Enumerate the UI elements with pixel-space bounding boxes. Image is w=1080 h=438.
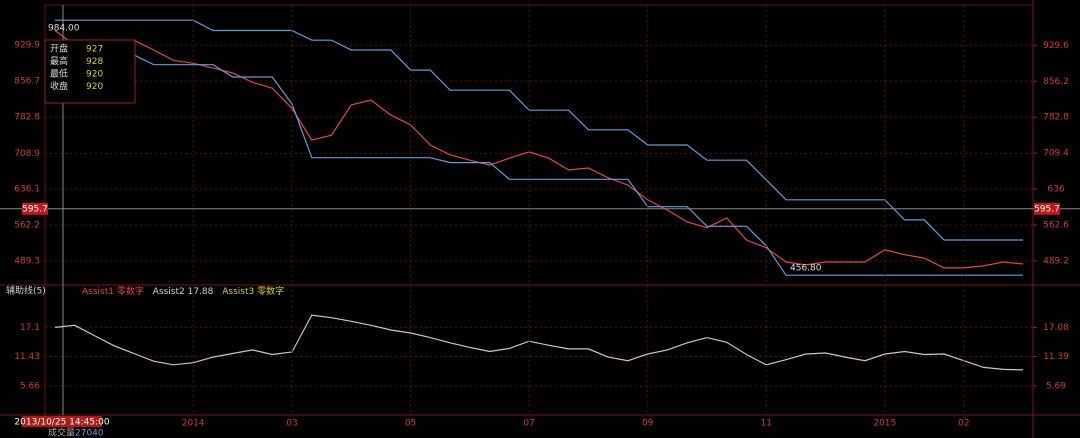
last-price-box <box>1034 202 1060 215</box>
legend-value: 零数字 <box>117 285 144 297</box>
x-tick-label: 2015 <box>873 419 896 429</box>
legend-name: Assist1 <box>82 287 114 297</box>
y2-tick-label: 782.8 <box>1043 113 1069 123</box>
y-tick-label: 562.2 <box>14 221 40 231</box>
y2-tick-label: 709.4 <box>1043 149 1069 159</box>
x-tick-label: 2014 <box>182 419 205 429</box>
info-label: 最高 <box>50 55 68 67</box>
info-label: 收盘 <box>50 80 68 92</box>
info-label: 开盘 <box>50 43 68 55</box>
y-tick-label: 17.1 <box>20 323 40 333</box>
high-label: 984.00 <box>48 24 80 34</box>
y-tick-label: 708.9 <box>14 149 40 159</box>
y-tick-label: 11.43 <box>14 352 40 362</box>
last-price-label: 595.7 <box>1034 204 1060 214</box>
y2-tick-label: 5.69 <box>1046 381 1066 391</box>
y2-tick-label: 11.39 <box>1043 352 1069 362</box>
volume-label: 成交量 <box>48 427 75 438</box>
y2-tick-label: 929.6 <box>1043 41 1069 51</box>
series-line <box>54 54 1024 276</box>
last-price-label: 595.7 <box>22 204 48 214</box>
legend-value: 零数字 <box>257 285 284 297</box>
legend-name: Assist3 <box>222 287 254 297</box>
y2-tick-label: 489.2 <box>1043 256 1069 266</box>
y2-tick-label: 562.6 <box>1043 220 1069 230</box>
info-value: 920 <box>86 70 103 80</box>
volume-value: 27040 <box>75 429 104 438</box>
x-tick-label: 05 <box>405 419 416 429</box>
y2-tick-label: 636 <box>1047 185 1064 195</box>
info-label: 最低 <box>50 68 68 80</box>
cursor-date: 2013/10/25 14:45:00 <box>14 418 109 428</box>
legend-value: 17.88 <box>188 287 214 297</box>
y-tick-label: 856.7 <box>14 77 40 87</box>
y-tick-label: 489.3 <box>14 256 40 266</box>
indicator-title: 辅助线(5) <box>6 285 46 297</box>
y-tick-label: 5.66 <box>20 382 40 392</box>
last-price-box <box>22 202 48 215</box>
y-tick-label: 782.8 <box>14 113 40 123</box>
legend: Assist1 零数字 Assist2 17.88 Assist3 零数字 <box>82 285 284 297</box>
cursor-date-box <box>22 416 102 427</box>
info-value: 920 <box>86 82 103 92</box>
y-tick-label: 929.9 <box>14 41 40 51</box>
info-value: 927 <box>86 45 103 55</box>
y2-tick-label: 856.2 <box>1043 77 1069 87</box>
x-tick-label: 09 <box>642 419 654 429</box>
legend-name: Assist2 <box>153 287 185 297</box>
x-tick-label: 07 <box>523 419 534 429</box>
info-box <box>44 39 136 104</box>
x-tick-label: 11 <box>761 419 772 429</box>
series-line <box>54 19 1024 241</box>
y2-tick-label: 17.08 <box>1043 323 1069 333</box>
series-line <box>54 30 1024 269</box>
low-label: 456.80 <box>790 264 822 274</box>
marks: 489.3 562.2 636.1 708.9 782.8 856.7 929.9 489.2… <box>0 5 1080 429</box>
series-line <box>54 314 1024 371</box>
x-tick-label: 02 <box>958 419 969 429</box>
y-tick-label: 636.1 <box>14 185 40 195</box>
info-value: 928 <box>86 57 103 67</box>
x-tick-label: 03 <box>286 419 297 429</box>
